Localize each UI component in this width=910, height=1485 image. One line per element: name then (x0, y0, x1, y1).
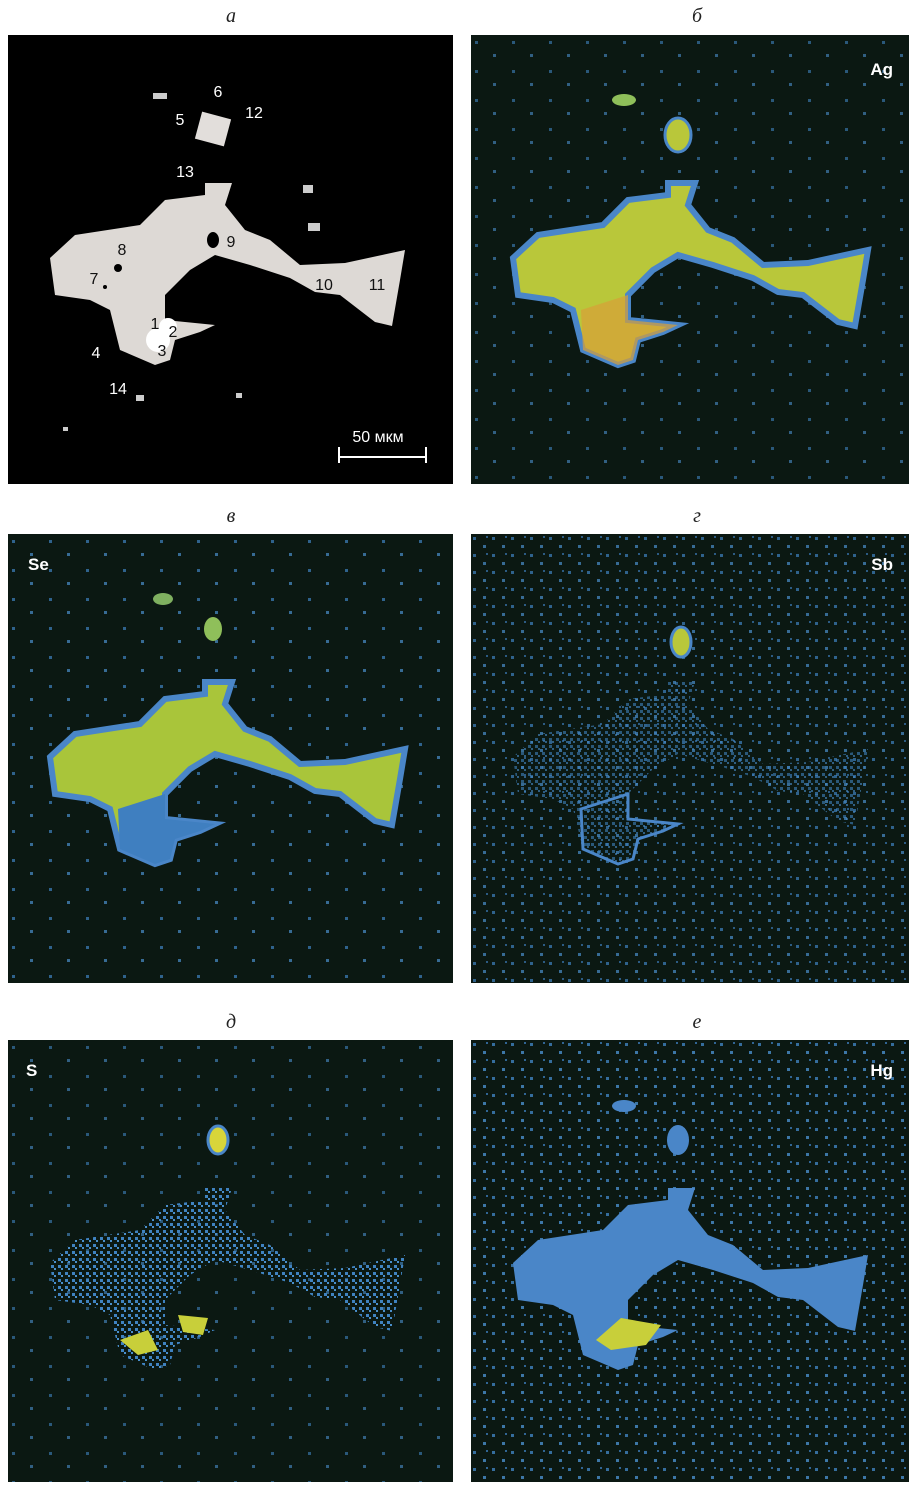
element-label: Ag (870, 60, 893, 79)
element-label: S (26, 1061, 37, 1080)
panel-letter: а (226, 5, 236, 27)
panel-ag: Ag (471, 35, 909, 484)
scale-bar-label: 50 мкм (352, 429, 403, 446)
panel-hg: Hg (471, 1040, 909, 1482)
point-label: 13 (176, 164, 194, 181)
point-label: 1 (151, 316, 160, 333)
figure: а 50 мкм 1 2 3 4 5 6 7 8 9 10 11 12 13 1… (0, 0, 910, 1485)
panel-sb: Sb (471, 534, 909, 983)
panel-letter: г (693, 505, 701, 527)
panel-letter: в (227, 505, 236, 527)
point-label: 10 (315, 277, 333, 294)
point-label: 6 (214, 84, 223, 101)
element-label: Se (28, 555, 49, 574)
panel-se: Se (8, 534, 453, 983)
point-label: 8 (118, 242, 127, 259)
panel-a (8, 35, 453, 484)
point-label: 5 (176, 112, 185, 129)
panel-letter: б (692, 5, 703, 27)
point-label: 4 (92, 345, 101, 362)
point-label: 3 (158, 343, 167, 360)
point-label: 11 (369, 277, 386, 294)
panel-letter: е (693, 1011, 702, 1033)
panel-s: S (8, 1040, 453, 1482)
panel-letter: д (226, 1011, 236, 1033)
point-label: 7 (90, 271, 99, 288)
point-label: 14 (109, 381, 127, 398)
element-label: Hg (870, 1061, 893, 1080)
point-label: 12 (245, 105, 263, 122)
point-label: 2 (169, 324, 178, 341)
point-label: 9 (227, 234, 236, 251)
element-label: Sb (871, 555, 893, 574)
